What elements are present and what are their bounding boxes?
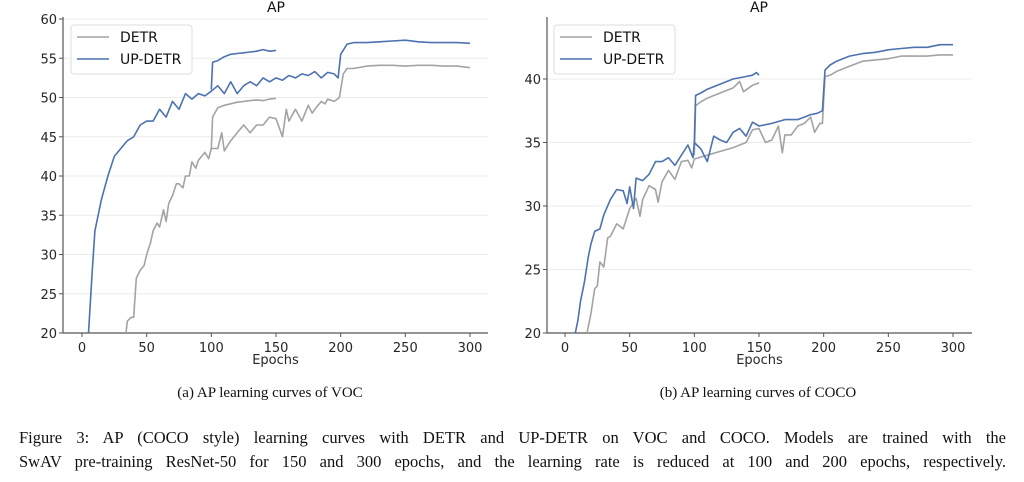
y-tick-label: 45 <box>40 131 57 146</box>
y-tick-label: 40 <box>524 73 541 88</box>
figure-caption-line-2: SwAV pre-training ResNet-50 for 150 and … <box>19 452 1006 471</box>
x-tick-label: 300 <box>941 341 966 356</box>
x-tick-label: 300 <box>458 341 483 356</box>
chart-title: AP <box>267 0 285 16</box>
chart-voc: 20 25 30 35 40 45 50 55 60 0 50 100 150 200 250 300 AP Ep… <box>40 0 488 368</box>
x-tick-label: 150 <box>747 341 772 356</box>
subcaption-a: (a) AP learning curves of VOC <box>177 385 363 401</box>
legend-label: DETR <box>603 30 641 46</box>
y-tick-label: 20 <box>524 327 541 342</box>
x-tick-label: 100 <box>199 341 224 356</box>
y-tick-label: 60 <box>40 13 57 28</box>
y-tick-label: 40 <box>40 170 57 185</box>
chart-coco: 20 25 30 35 40 0 50 100 150 200 250 300 AP Epochs DETR… <box>524 0 972 368</box>
legend: DETR UP-DETR <box>553 24 676 75</box>
series-line-up-detr-300 <box>574 43 953 333</box>
series-line-detr-300 <box>125 64 471 333</box>
x-tick-label: 250 <box>393 341 418 356</box>
y-tick-label: 30 <box>40 249 57 264</box>
chart-title: AP <box>750 0 768 16</box>
legend-label: UP-DETR <box>120 52 182 68</box>
series-line-up-detr-150 <box>210 48 277 90</box>
series-line-detr-150 <box>210 97 277 149</box>
x-tick-label: 250 <box>876 341 901 356</box>
y-tick-label: 30 <box>524 200 541 215</box>
y-tick-label: 50 <box>40 92 57 107</box>
x-axis-label: Epochs <box>736 353 783 368</box>
y-tick-label: 55 <box>40 52 57 67</box>
legend-label: DETR <box>120 30 158 46</box>
y-tick-label: 20 <box>40 327 57 342</box>
x-axis-label: Epochs <box>252 353 299 368</box>
y-tick-label: 25 <box>524 264 541 279</box>
figure-caption-line-1: Figure 3: AP (COCO style) learning curve… <box>19 428 1006 447</box>
x-tick-label: 0 <box>561 341 569 356</box>
legend: DETR UP-DETR <box>70 24 193 75</box>
legend-label: UP-DETR <box>603 52 665 68</box>
x-tick-label: 50 <box>621 341 638 356</box>
y-tick-label: 35 <box>40 209 57 224</box>
subcaption-b: (b) AP learning curves of COCO <box>659 385 857 401</box>
x-tick-label: 50 <box>138 341 155 356</box>
x-tick-label: 0 <box>78 341 86 356</box>
series-line-detr-300 <box>586 54 953 333</box>
series-line-up-detr-150 <box>693 71 760 143</box>
y-tick-label: 35 <box>524 137 541 152</box>
series-line-up-detr-300 <box>87 39 471 333</box>
x-tick-label: 200 <box>811 341 836 356</box>
y-tick-label: 25 <box>40 288 57 303</box>
x-tick-label: 200 <box>328 341 353 356</box>
x-tick-label: 150 <box>264 341 289 356</box>
series-line-detr-150 <box>693 80 760 156</box>
x-tick-label: 100 <box>682 341 707 356</box>
